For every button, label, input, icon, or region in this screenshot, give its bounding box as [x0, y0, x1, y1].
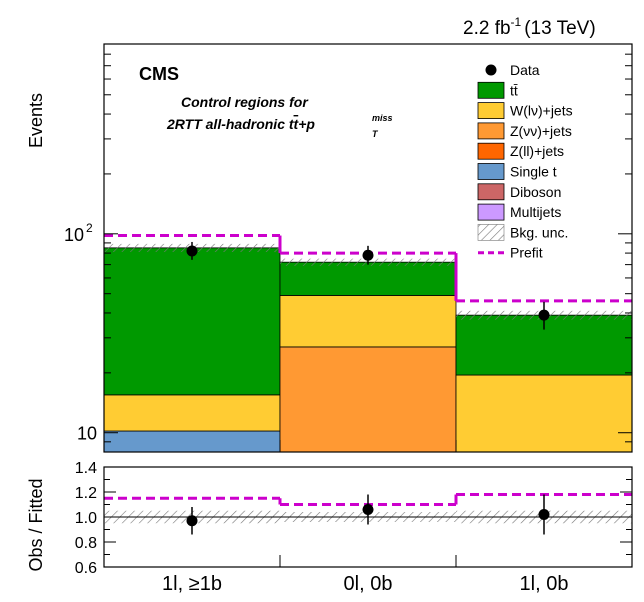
stack-bar	[279, 295, 457, 348]
legend-label: Single t	[510, 164, 557, 180]
data-point	[186, 245, 198, 257]
y-tick-label-exp: 2	[86, 221, 93, 235]
region-label-sup: miss	[372, 113, 393, 123]
ratio-y-tick-label: 0.8	[75, 535, 97, 552]
x-tick-label: 1l, ≥1b	[162, 573, 222, 595]
legend-swatch	[477, 142, 505, 160]
legend-swatch	[477, 122, 505, 140]
region-label-line1: Control regions for	[181, 94, 309, 110]
ratio-y-tick-label: 1.2	[75, 485, 97, 502]
stack-bar	[103, 394, 281, 432]
ratio-y-tick-label: 1.0	[75, 510, 97, 527]
region-label-line2: 2RTT all-hadronic tt+p	[166, 116, 315, 132]
legend-swatch	[477, 203, 505, 221]
legend-label: Diboson	[510, 184, 561, 200]
legend-label: W(lν)+jets	[510, 103, 573, 119]
ratio-ylabel: Obs / Fitted	[26, 478, 46, 571]
legend-label: Prefit	[510, 245, 543, 261]
y-tick-label: 10	[64, 225, 84, 245]
ratio-plot: 0.6 0.8 1.0 1.2 1.4	[75, 460, 633, 577]
legend-swatch	[477, 163, 505, 180]
ratio-point	[538, 509, 550, 520]
legend-label: Bkg. unc.	[510, 224, 568, 240]
stack-bar	[103, 430, 281, 453]
x-tick-label: 1l, 0b	[520, 573, 569, 595]
legend-swatch	[477, 102, 505, 119]
legend-hatch-swatch	[477, 224, 505, 241]
stack-bar	[279, 261, 457, 296]
main-frame	[103, 43, 633, 453]
ratio-point	[362, 504, 374, 515]
cms-label: CMS	[139, 64, 179, 84]
legend-data-marker	[485, 64, 497, 76]
lumi-label: 2.2 fb-1 (13 TeV)	[463, 15, 596, 39]
legend-label: Multijets	[510, 204, 561, 220]
x-tick-label: 0l, 0b	[344, 573, 393, 595]
legend-label: Z(ll)+jets	[510, 143, 564, 159]
legend-swatch	[477, 183, 505, 201]
ratio-y-tick-label: 1.4	[75, 460, 97, 477]
data-point	[362, 249, 374, 261]
data-point	[538, 309, 550, 321]
ratio-point	[186, 515, 198, 527]
legend-label: Data	[510, 62, 540, 78]
legend: Data tt̄ W(lν)+jets Z(νν)+jets Z(ll)+jets Sin…	[477, 62, 573, 261]
main-ylabel: Events	[26, 93, 46, 148]
y-tick-label: 10	[77, 424, 97, 444]
region-label-sub: T	[372, 129, 379, 139]
stack-bar	[279, 346, 457, 453]
stack-bar	[455, 374, 633, 453]
ratio-y-tick-label: 0.6	[75, 560, 97, 577]
legend-swatch	[477, 81, 505, 99]
legend-label: Z(νν)+jets	[510, 123, 572, 139]
x-tick-labels: 1l, ≥1b 0l, 0b 1l, 0b	[162, 573, 568, 595]
stack-bar	[103, 247, 281, 396]
legend-label: tt̄	[510, 82, 518, 98]
